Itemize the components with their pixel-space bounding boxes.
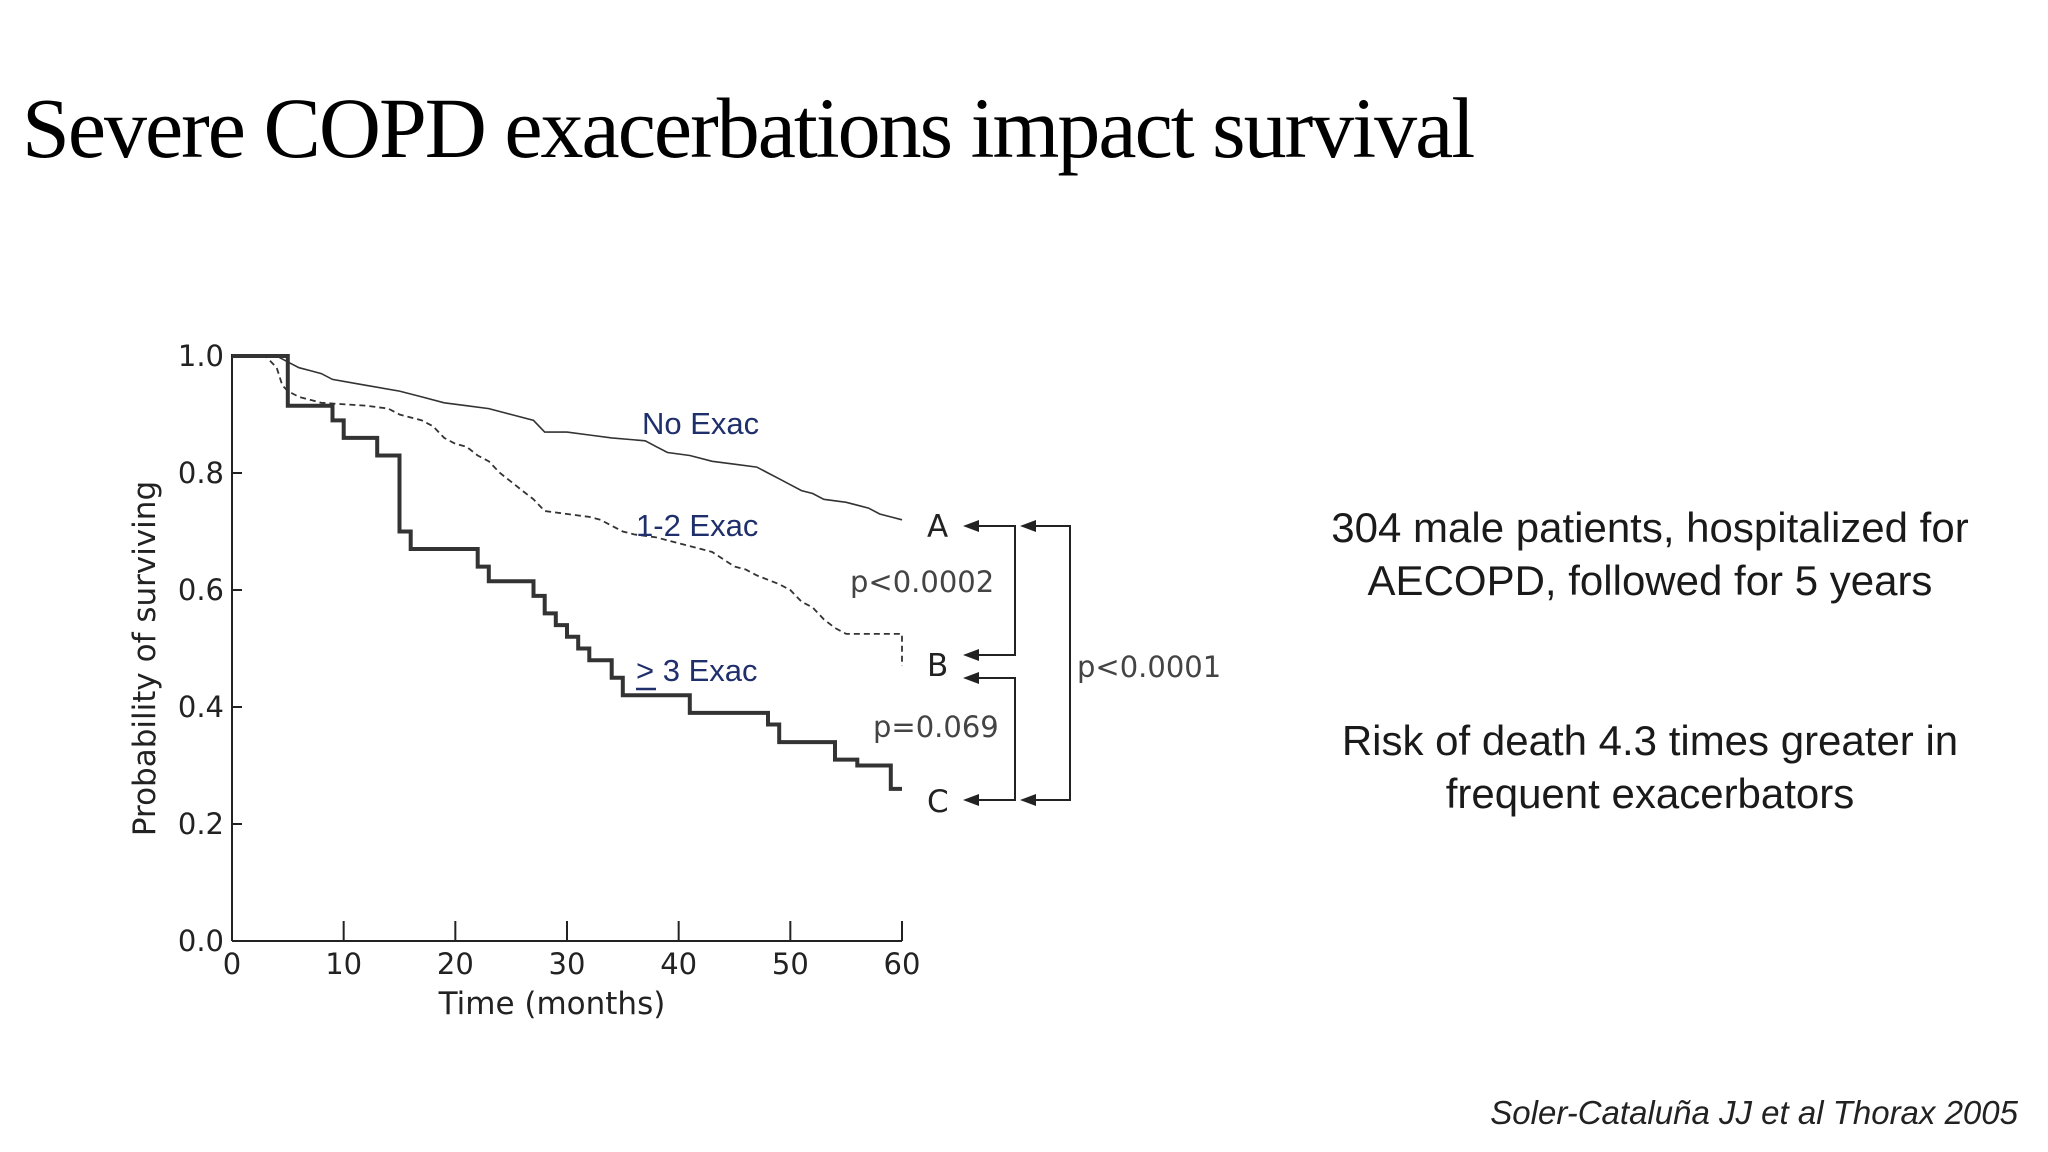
arrow-c-1 bbox=[963, 794, 979, 806]
x-tick-label: 20 bbox=[437, 947, 474, 981]
end-letter-B: B bbox=[927, 648, 948, 684]
arrow-b-1 bbox=[963, 649, 979, 661]
series-label-2: 1-2 Exac bbox=[636, 508, 758, 543]
y-tick-label: 0.6 bbox=[178, 573, 224, 607]
y-tick-label: 1.0 bbox=[178, 339, 224, 373]
end-letter-A: A bbox=[927, 509, 948, 545]
series-label-1: No Exac bbox=[642, 406, 759, 441]
end-letter-C: C bbox=[927, 784, 949, 820]
series-label-3: > 3 Exac bbox=[636, 653, 758, 688]
patients-note: 304 male patients, hospitalized for AECO… bbox=[1331, 504, 1969, 604]
x-tick-label: 10 bbox=[325, 947, 362, 981]
y-tick-label: 0.4 bbox=[178, 690, 224, 724]
arrow-a-2 bbox=[1020, 520, 1036, 532]
x-tick-label: 60 bbox=[884, 947, 921, 981]
x-tick-label: 30 bbox=[549, 947, 586, 981]
bracket-a-c bbox=[1032, 525, 1071, 801]
series-line-1 bbox=[232, 355, 903, 521]
y-tick-label: 0.0 bbox=[178, 924, 224, 958]
x-tick-label: 40 bbox=[660, 947, 697, 981]
bracket-a-b bbox=[975, 525, 1016, 656]
series-line-2 bbox=[232, 355, 903, 666]
arrow-c-2 bbox=[1020, 794, 1036, 806]
x-axis-label: Time (months) bbox=[438, 986, 666, 1022]
p-value-1: p<0.0002 bbox=[850, 565, 994, 599]
series-line-3 bbox=[232, 354, 902, 791]
citation: Soler-Cataluña JJ et al Thorax 2005 bbox=[1490, 1094, 2018, 1131]
y-axis-label: Probability of surviving bbox=[127, 481, 163, 836]
arrow-b-2 bbox=[963, 672, 979, 684]
arrow-a-1 bbox=[963, 520, 979, 532]
slide-title: Severe COPD exacerbations impact surviva… bbox=[22, 80, 1475, 176]
y-tick-label: 0.8 bbox=[178, 456, 224, 490]
p-value-2: p=0.069 bbox=[873, 710, 999, 744]
x-tick-label: 50 bbox=[772, 947, 809, 981]
risk-note: Risk of death 4.3 times greater in frequ… bbox=[1341, 717, 1959, 817]
y-tick-label: 0.2 bbox=[178, 807, 224, 841]
bracket-b-c bbox=[975, 677, 1016, 801]
p-value-3: p<0.0001 bbox=[1077, 650, 1221, 684]
x-tick-label: 0 bbox=[223, 947, 241, 981]
